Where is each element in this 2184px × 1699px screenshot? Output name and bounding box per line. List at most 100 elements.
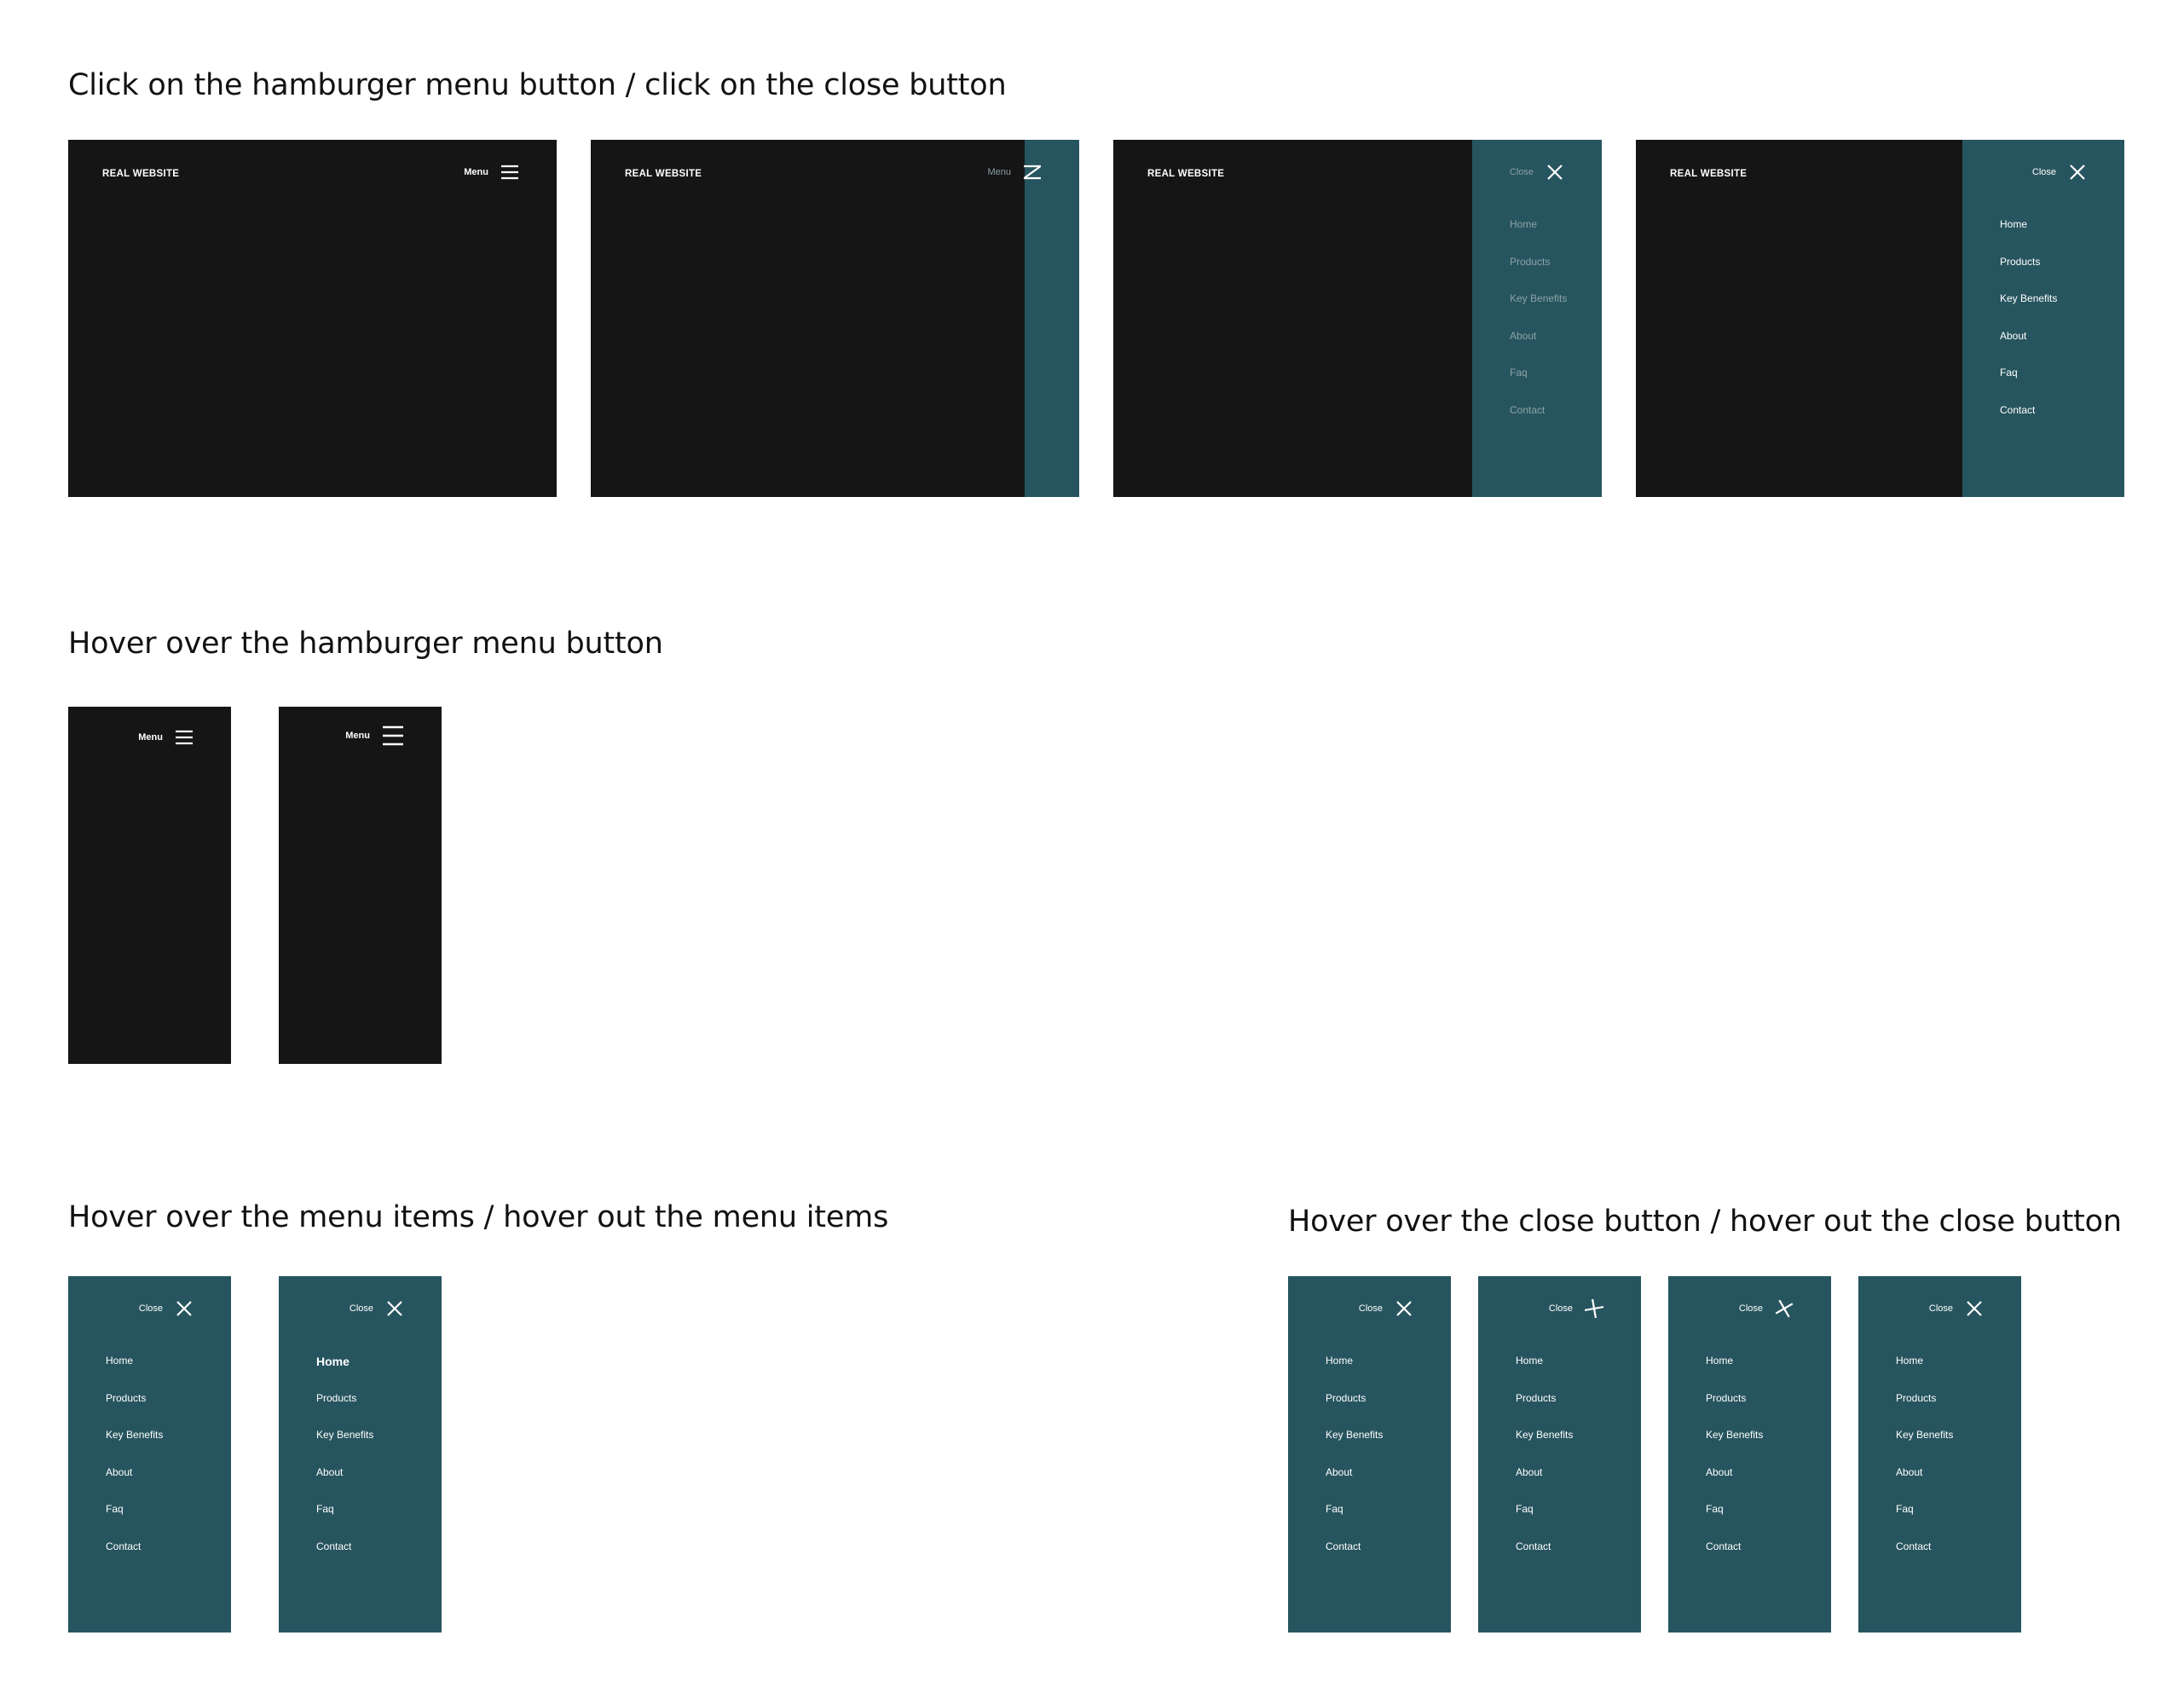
menu-item-products[interactable]: Products <box>1326 1391 1366 1404</box>
menu-item-key-benefits[interactable]: Key Benefits <box>106 1429 164 1441</box>
nav-menu: Home Products Key Benefits About Faq Con… <box>1706 1355 1763 1577</box>
menu-item-products[interactable]: Products <box>1896 1391 1937 1404</box>
menu-item-faq[interactable]: Faq <box>106 1503 124 1515</box>
close-icon <box>2068 163 2087 182</box>
menu-item-products[interactable]: Products <box>1510 255 1551 268</box>
menu-toggle-button[interactable]: Menu <box>138 727 194 748</box>
menu-item-key-benefits[interactable]: Key Benefits <box>316 1429 374 1441</box>
menu-item-contact[interactable]: Contact <box>1326 1540 1361 1552</box>
menu-item-home[interactable]: Home <box>316 1355 350 1368</box>
menu-item-products[interactable]: Products <box>316 1391 357 1404</box>
frame-close-default: Close Home Products Key Benefits About F… <box>1288 1276 1451 1633</box>
menu-item-key-benefits[interactable]: Key Benefits <box>1516 1429 1574 1441</box>
heading-hover-close: Hover over the close button / hover out … <box>1288 1205 2122 1239</box>
hamburger-to-close-morph-icon <box>1023 163 1042 182</box>
heading-hover-hamburger: Hover over the hamburger menu button <box>68 627 663 661</box>
frame-opening-menu: Home Products Key Benefits About Faq Con… <box>1113 140 1602 497</box>
frame-items-hover: Close Home Products Key Benefits About F… <box>279 1276 442 1633</box>
menu-item-home[interactable]: Home <box>1516 1355 1544 1367</box>
nav-menu: Home Products Key Benefits About Faq Con… <box>1510 218 1567 441</box>
close-icon <box>1395 1299 1413 1318</box>
menu-panel: Home Products Key Benefits About Faq Con… <box>1472 140 1602 497</box>
menu-item-about[interactable]: About <box>1510 329 1537 342</box>
menu-item-home[interactable]: Home <box>1896 1355 1924 1367</box>
menu-label: Menu <box>987 167 1011 177</box>
menu-item-about[interactable]: About <box>1896 1465 1923 1478</box>
menu-item-faq[interactable]: Faq <box>2000 367 2018 379</box>
menu-item-contact[interactable]: Contact <box>1896 1540 1932 1552</box>
frame-opening: REAL WEBSITE Menu <box>591 140 1079 497</box>
menu-item-about[interactable]: About <box>1516 1465 1543 1478</box>
close-button[interactable]: Close <box>1929 1298 1984 1319</box>
close-button[interactable]: Close <box>1510 162 1564 182</box>
menu-item-about[interactable]: About <box>316 1465 344 1478</box>
menu-item-contact[interactable]: Contact <box>1706 1540 1742 1552</box>
nav-menu: Home Products Key Benefits About Faq Con… <box>2000 218 2057 441</box>
close-icon <box>1965 1299 1984 1318</box>
menu-item-faq[interactable]: Faq <box>1896 1503 1914 1515</box>
menu-item-home[interactable]: Home <box>2000 218 2028 230</box>
menu-item-about[interactable]: About <box>106 1465 133 1478</box>
menu-item-home[interactable]: Home <box>1326 1355 1354 1367</box>
close-label: Close <box>349 1303 373 1314</box>
close-button[interactable]: Close <box>1549 1298 1603 1319</box>
frame-open: Home Products Key Benefits About Faq Con… <box>1636 140 2124 497</box>
menu-item-faq[interactable]: Faq <box>1706 1503 1724 1515</box>
close-label: Close <box>2031 167 2056 177</box>
menu-item-products[interactable]: Products <box>1516 1391 1557 1404</box>
menu-item-products[interactable]: Products <box>2000 255 2041 268</box>
menu-label: Menu <box>138 732 163 743</box>
menu-item-about[interactable]: About <box>2000 329 2027 342</box>
menu-item-home[interactable]: Home <box>106 1355 134 1367</box>
brand-logo: REAL WEBSITE <box>1147 169 1225 179</box>
menu-item-key-benefits[interactable]: Key Benefits <box>1896 1429 1954 1441</box>
heading-hover-items: Hover over the menu items / hover out th… <box>68 1200 889 1234</box>
menu-item-contact[interactable]: Contact <box>106 1540 142 1552</box>
menu-item-contact[interactable]: Contact <box>1516 1540 1551 1552</box>
close-button[interactable]: Close <box>350 1298 404 1319</box>
close-icon <box>175 1299 194 1318</box>
menu-label: Menu <box>345 731 370 741</box>
close-label: Close <box>1928 1303 1953 1314</box>
heading-click-toggle: Click on the hamburger menu button / cli… <box>68 68 1007 102</box>
frame-closed: REAL WEBSITE Menu <box>68 140 557 497</box>
menu-item-key-benefits[interactable]: Key Benefits <box>1706 1429 1764 1441</box>
menu-item-key-benefits[interactable]: Key Benefits <box>2000 292 2058 304</box>
close-label: Close <box>1548 1303 1573 1314</box>
menu-item-faq[interactable]: Faq <box>316 1503 334 1515</box>
menu-item-faq[interactable]: Faq <box>1516 1503 1534 1515</box>
close-button[interactable]: Close <box>1359 1298 1413 1319</box>
brand-logo: REAL WEBSITE <box>1670 169 1748 179</box>
frame-close-hover-out: Close Home Products Key Benefits About F… <box>1668 1276 1831 1633</box>
brand-logo: REAL WEBSITE <box>625 169 702 179</box>
close-label: Close <box>138 1303 163 1314</box>
menu-item-key-benefits[interactable]: Key Benefits <box>1326 1429 1384 1441</box>
menu-item-home[interactable]: Home <box>1510 218 1538 230</box>
menu-item-products[interactable]: Products <box>106 1391 147 1404</box>
close-button[interactable]: Close <box>2032 162 2087 182</box>
menu-item-home[interactable]: Home <box>1706 1355 1734 1367</box>
menu-item-key-benefits[interactable]: Key Benefits <box>1510 292 1568 304</box>
menu-toggle-button[interactable]: Menu <box>987 162 1042 182</box>
close-icon <box>1585 1299 1603 1318</box>
menu-item-faq[interactable]: Faq <box>1510 367 1528 379</box>
hamburger-icon <box>500 163 519 182</box>
menu-item-about[interactable]: About <box>1706 1465 1733 1478</box>
close-button[interactable]: Close <box>139 1298 194 1319</box>
frame-hamburger-default: Menu <box>68 707 231 1064</box>
close-button[interactable]: Close <box>1739 1298 1794 1319</box>
menu-item-faq[interactable]: Faq <box>1326 1503 1343 1515</box>
menu-toggle-button[interactable]: Menu <box>464 162 519 182</box>
menu-label: Menu <box>464 167 488 177</box>
close-label: Close <box>1738 1303 1763 1314</box>
nav-menu: Home Products Key Benefits About Faq Con… <box>316 1355 373 1577</box>
menu-item-contact[interactable]: Contact <box>1510 403 1546 416</box>
menu-item-about[interactable]: About <box>1326 1465 1353 1478</box>
menu-item-products[interactable]: Products <box>1706 1391 1747 1404</box>
menu-item-contact[interactable]: Contact <box>316 1540 352 1552</box>
nav-menu: Home Products Key Benefits About Faq Con… <box>1896 1355 1953 1577</box>
close-label: Close <box>1509 167 1534 177</box>
menu-item-contact[interactable]: Contact <box>2000 403 2036 416</box>
menu-toggle-button[interactable]: Menu <box>345 725 404 746</box>
nav-menu: Home Products Key Benefits About Faq Con… <box>1326 1355 1383 1577</box>
